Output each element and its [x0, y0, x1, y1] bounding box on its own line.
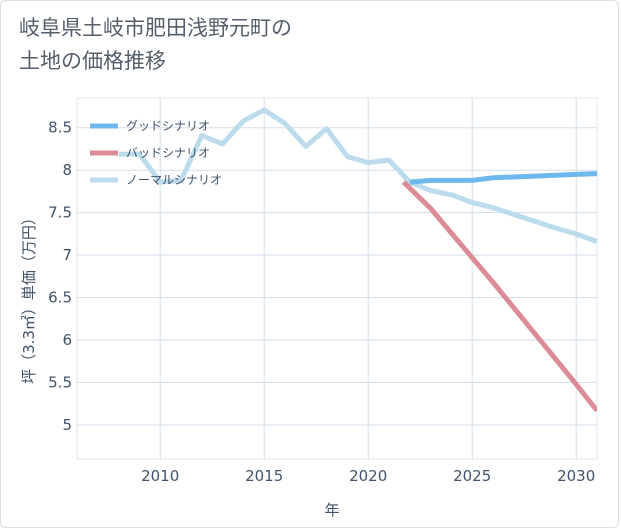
x-tick-2015: 2015 — [245, 467, 283, 485]
chart-title: 岐阜県土岐市肥田浅野元町の 土地の価格推移 — [19, 12, 292, 78]
x-tick-2020: 2020 — [349, 467, 387, 485]
series-line-2 — [118, 107, 597, 244]
y-tick-5: 5 — [62, 416, 72, 434]
x-tick-2030: 2030 — [557, 467, 595, 485]
legend-label-0: グッドシナリオ — [126, 119, 210, 133]
series-line-0 — [409, 171, 597, 185]
grid — [77, 98, 597, 459]
legend-label-1: バッドシナリオ — [126, 146, 210, 160]
plot-area — [76, 97, 598, 460]
x-tick-2025: 2025 — [453, 467, 491, 485]
legend-label-2: ノーマルシナリオ — [126, 173, 222, 187]
axis-ticks: 2010 2015 2020 2025 2030 5 5.5 6 6.5 7 7.5 8 8.5 — [48, 119, 595, 485]
y-axis-label: 坪（3.3㎡）単価（万円） — [20, 210, 38, 384]
y-tick-5.5: 5.5 — [48, 374, 72, 392]
y-tick-7.5: 7.5 — [48, 204, 72, 222]
series-lines — [118, 107, 597, 413]
y-tick-6.5: 6.5 — [48, 289, 72, 307]
y-tick-7: 7 — [62, 246, 72, 264]
y-tick-8: 8 — [62, 161, 72, 179]
chart-title-line1: 岐阜県土岐市肥田浅野元町の — [19, 16, 292, 40]
y-tick-6: 6 — [62, 331, 72, 349]
series-line-1 — [401, 180, 597, 413]
x-axis-label: 年 — [324, 501, 339, 519]
x-tick-2010: 2010 — [141, 467, 179, 485]
y-tick-8.5: 8.5 — [48, 119, 72, 137]
chart-title-line2: 土地の価格推移 — [19, 49, 166, 73]
